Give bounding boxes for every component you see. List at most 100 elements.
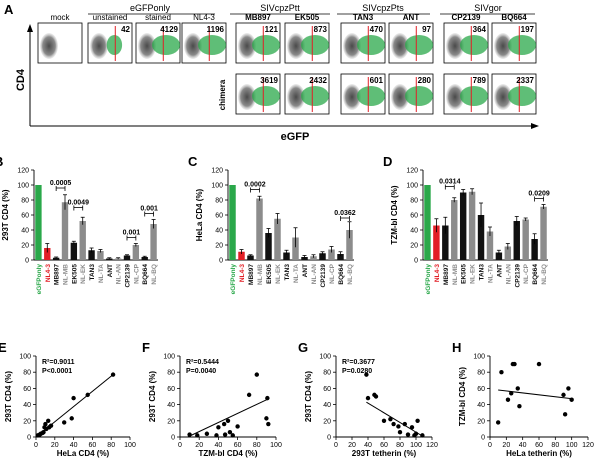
panel-g-point <box>391 421 396 427</box>
panel-d-letter: D <box>383 154 392 169</box>
panel-g-x-tick-label: 20 <box>348 442 356 449</box>
panel-g-y-tick-label: 80 <box>323 370 331 377</box>
flow-plot-wt-ant-grey-population <box>391 33 409 59</box>
panel-e-point <box>71 395 76 401</box>
panel-d-bar-egfponly <box>424 185 431 260</box>
panel-h-y-tick-label: 100 <box>473 354 485 361</box>
flow-plot-chimera-cp2139: 789 <box>443 73 489 115</box>
panel-g-annotation: R²=0.3677 <box>342 359 375 366</box>
panel-d-pvalue-label: 0.0314 <box>439 179 461 186</box>
panel-g-y-tick-label: 20 <box>323 418 331 425</box>
panel-c-y-tick-label: 120 <box>211 168 223 175</box>
flow-plot-wt-cp2139-green-population <box>460 35 488 55</box>
flow-plot-wt-mb897-green-population <box>252 35 280 55</box>
panel-c-category-label: NL-EK <box>275 264 282 284</box>
panel-c-category-label: NL-TA <box>293 264 300 283</box>
panel-g-point <box>364 372 369 377</box>
panel-c-category-label: TAN3 <box>284 264 291 281</box>
panel-e-point <box>69 416 74 421</box>
flow-plot-wt-tan3-count: 470 <box>370 25 384 34</box>
panel-a-letter: A <box>4 2 14 17</box>
flow-plot-nl4-3: NL4-3 1196 <box>181 13 227 64</box>
panel-b-bar-cp2139 <box>123 255 131 260</box>
panel-b-y-tick-label: 120 <box>17 168 29 175</box>
panel-f-x-tick-label: 0 <box>178 442 182 449</box>
panel-e-y-tick-label: 0 <box>27 435 31 442</box>
flow-plot-unstained: unstained 42 <box>87 13 133 64</box>
flow-plot-unstained-green-population <box>106 35 123 55</box>
panel-f-x-tick-label: 60 <box>234 442 242 449</box>
panel-b-category-label: MB897 <box>54 264 61 285</box>
panel-h-x-tick-label: 0 <box>488 442 492 449</box>
panel-c-bar-nl-bq <box>346 230 353 260</box>
flow-plot-stained-green-population <box>152 35 180 55</box>
panel-b-bar-ek505 <box>70 242 78 260</box>
panel-d-category-label: BQ664 <box>532 264 539 285</box>
flow-plot-wt-ant-green-population <box>405 35 433 55</box>
panel-d-category-label: NL-AN <box>505 264 512 285</box>
flow-plot-wt-bq664-count: 197 <box>521 25 535 34</box>
flow-plot-wt-tan3: TAN3 470 <box>340 13 386 64</box>
flow-plot-wt-cp2139-grey-population <box>446 33 464 59</box>
panel-f-point <box>235 424 240 429</box>
panel-f-point <box>221 421 227 427</box>
panel-a-x-label: eGFP <box>281 131 310 143</box>
panel-b-pvalue-label: 0.001 <box>123 230 141 237</box>
panel-d-y-tick-label: 0 <box>414 258 418 265</box>
panel-h-y-tick-label: 60 <box>477 386 485 393</box>
flow-plot-chimera-tan3-count: 601 <box>370 76 384 85</box>
panel-b-bar-egfponly <box>35 185 42 260</box>
panel-d-category-label: NL-CP <box>523 263 530 284</box>
panel-d-category-label: NL-EK <box>470 264 477 284</box>
panel-d-category-label: NL-TA <box>487 264 494 283</box>
panel-c-y-tick-label: 40 <box>215 228 223 235</box>
panel-d-category-label: CP2139 <box>514 264 521 288</box>
panel-g-point <box>413 431 419 436</box>
flow-plot-wt-bq664-label: BQ664 <box>501 13 527 22</box>
panel-f-x-tick-label: 40 <box>215 442 223 449</box>
panel-f-point <box>216 425 221 430</box>
panel-f-x-tick-label: 80 <box>253 442 261 449</box>
panel-b-y-tick-label: 60 <box>21 213 29 220</box>
panel-e-y-tick-label: 40 <box>23 402 31 409</box>
panel-g-letter: G <box>298 340 308 355</box>
panel-d-bar-mb897 <box>442 225 449 260</box>
flow-plot-wt-cp2139: CP2139 364 <box>443 13 489 64</box>
panel-b-y-tick-label: 80 <box>21 198 29 205</box>
panel-c-category-label: EK505 <box>266 264 273 284</box>
flow-plot-chimera-cp2139-grey-population <box>446 84 464 110</box>
panel-f-y-tick-label: 0 <box>171 435 175 442</box>
panel-f-point <box>230 433 235 438</box>
flow-plot-chimera-tan3: 601 <box>340 73 386 115</box>
panel-g-x-tick-label: 0 <box>334 442 338 449</box>
panel-d-y-tick-label: 60 <box>410 213 418 220</box>
panel-f-point <box>264 416 269 421</box>
panel-e-point <box>61 420 67 425</box>
panel-c-y-tick-label: 80 <box>215 198 223 205</box>
flow-plot-chimera-bq664: 2337 <box>491 73 537 115</box>
panel-e-x-label: HeLa CD4 (%) <box>57 449 110 458</box>
flow-plot-chimera-mb897-count: 3619 <box>260 76 278 85</box>
panel-b-y-tick-label: 100 <box>17 183 29 190</box>
panel-b-pvalue-label: 0.0049 <box>68 200 90 207</box>
flow-plot-stained-grey-population <box>138 33 156 59</box>
panel-f-x-label: TZM-bl CD4 (%) <box>198 449 257 458</box>
flow-plot-chimera-ek505: 2432 <box>284 73 330 115</box>
flow-plot-stained-count: 4129 <box>160 25 178 34</box>
panel-g-point <box>405 432 411 437</box>
panel-f-y-tick-label: 80 <box>167 370 175 377</box>
panel-b-category-label: ANT <box>107 264 114 277</box>
flow-plots: mock unstained 42 stained 4129 NL4-3 1196 MB897… <box>37 13 537 115</box>
panel-d-bar-nl-ek <box>468 191 476 260</box>
panel-h-y-tick-label: 40 <box>477 402 485 409</box>
panel-h-letter: H <box>452 340 461 355</box>
panel-g-point <box>381 418 387 423</box>
panel-d-category-label: NL-BQ <box>541 264 548 285</box>
panel-d-category-label: eGFPonly <box>425 264 432 295</box>
panel-h-y-label: TZM-bl CD4 (%) <box>458 367 467 426</box>
panel-c-category-label: NL-AN <box>311 264 318 285</box>
panel-c-y-tick-label: 60 <box>215 213 223 220</box>
panel-g-x-tick-label: 60 <box>380 442 388 449</box>
panel-h-x-label: HeLa tetherin (%) <box>506 449 572 458</box>
panel-e-scatter: E 293T CD4 (%) HeLa CD4 (%) 0 20 40 60 80 100 0 20… <box>0 340 136 458</box>
